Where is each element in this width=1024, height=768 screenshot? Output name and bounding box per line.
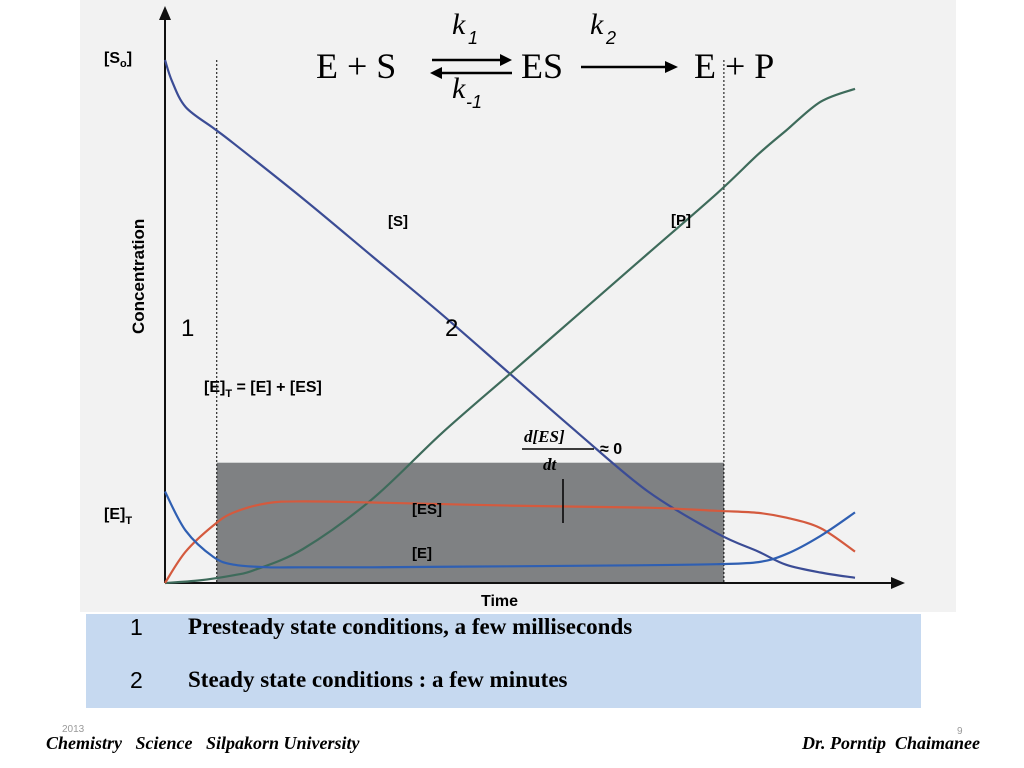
legend-num-2: 2	[130, 667, 143, 693]
legend-text-2: Steady state conditions : a few minutes	[188, 667, 568, 692]
svg-text:[E]T = [E] + [ES]: [E]T = [E] + [ES]	[204, 379, 322, 400]
steady-state-region	[216, 462, 724, 583]
x-axis-label: Time	[481, 593, 518, 610]
reverse-arrow	[430, 67, 512, 79]
legend-num-1: 1	[130, 614, 143, 640]
k1-subscript: 1	[468, 28, 478, 48]
legend-box: 1 Presteady state conditions, a few mill…	[86, 614, 921, 708]
enzyme-total-annotation: [E]T = [E] + [ES]	[204, 379, 322, 400]
derivative-rhs: ≈ 0	[600, 441, 622, 458]
steady-state-annotation: d[ES] dt ≈ 0	[522, 427, 622, 523]
series-line-e	[164, 490, 856, 569]
reaction-scheme: E + S ES E + P k 1 k 2 k -1	[316, 8, 774, 112]
k2-symbol: k	[590, 8, 604, 41]
footer-author: Dr. Porntip Chaimanee	[801, 733, 980, 753]
svg-text:[So]: [So]	[104, 50, 132, 70]
derivative-numerator: d[ES]	[524, 427, 565, 446]
label-ES: [ES]	[412, 501, 442, 518]
footer-year: 2013	[62, 724, 85, 735]
region-label-1: 1	[181, 315, 194, 342]
label-S: [S]	[388, 213, 408, 230]
reaction-middle: ES	[521, 46, 563, 86]
x-axis	[165, 577, 905, 589]
y-axis	[159, 6, 171, 583]
k-minus1-symbol: k	[452, 72, 466, 105]
k-minus1-subscript: -1	[466, 92, 482, 112]
k1-symbol: k	[452, 8, 466, 41]
reaction-left: E + S	[316, 46, 396, 86]
y-axis-label: Concentration	[129, 219, 148, 334]
series-line-p	[164, 87, 856, 585]
derivative-denominator: dt	[543, 455, 558, 474]
forward-arrow-2	[581, 61, 678, 73]
y-tick-et: [E]T	[104, 506, 132, 527]
svg-text:[E]T: [E]T	[104, 506, 132, 527]
k-minus1-label: k -1	[452, 72, 482, 112]
series-line-s	[163, 59, 856, 579]
reaction-right: E + P	[694, 46, 774, 86]
footer-institution: Chemistry Science Silpakorn University	[46, 733, 360, 753]
series-line-es	[164, 500, 856, 584]
k2-subscript: 2	[605, 28, 616, 48]
region-label-2: 2	[445, 315, 458, 342]
label-E: [E]	[412, 545, 432, 562]
series-group	[163, 59, 856, 585]
k1-label: k 1	[452, 8, 478, 48]
label-P: [P]	[671, 212, 691, 229]
y-tick-s0: [So]	[104, 50, 132, 70]
footer-page-number: 9	[957, 726, 963, 737]
forward-arrow-1	[432, 54, 512, 66]
k2-label: k 2	[590, 8, 616, 48]
legend-text-1: Presteady state conditions, a few millis…	[188, 614, 633, 639]
